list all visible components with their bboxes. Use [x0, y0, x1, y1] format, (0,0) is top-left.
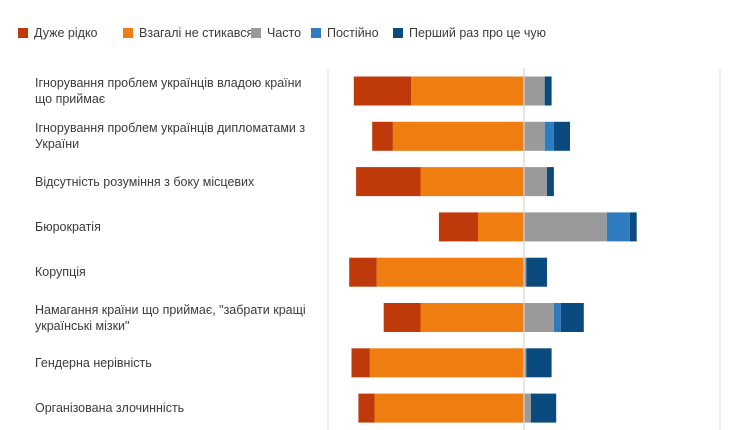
legend-item-2[interactable]: Взагалі не стикався [123, 26, 253, 40]
bar-5-series-2[interactable] [376, 257, 524, 287]
category-labels: Ігнорування проблем українців владою кра… [0, 0, 330, 430]
legend-swatch-4 [311, 28, 321, 38]
bar-4-series-5[interactable] [629, 212, 637, 242]
bar-4-series-1[interactable] [438, 212, 478, 242]
bar-7-series-3[interactable] [524, 348, 527, 378]
bar-6-series-2[interactable] [420, 303, 525, 332]
bar-1-series-1[interactable] [353, 76, 412, 106]
bar-4-series-2[interactable] [478, 212, 524, 242]
legend-label-2: Взагалі не стикався [139, 26, 254, 40]
bar-5-series-3[interactable] [524, 257, 527, 287]
bar-3-series-5[interactable] [547, 167, 554, 197]
bar-6-series-3[interactable] [524, 303, 554, 332]
category-label-4: Бюрократія [35, 219, 101, 234]
bar-3-series-1[interactable] [356, 167, 421, 197]
bar-6-series-4[interactable] [553, 303, 561, 332]
bar-2-series-4[interactable] [544, 121, 554, 151]
bar-1-series-2[interactable] [411, 76, 524, 106]
bar-2-series-1[interactable] [372, 121, 393, 151]
legend-swatch-5 [393, 28, 403, 38]
bar-1-series-5[interactable] [544, 76, 552, 106]
bar-2-series-5[interactable] [553, 121, 570, 151]
bar-7-series-5[interactable] [526, 348, 552, 378]
bar-1-series-3[interactable] [524, 76, 545, 106]
bar-8-series-1[interactable] [358, 393, 375, 423]
bar-3-series-3[interactable] [524, 167, 547, 197]
bar-2-series-2[interactable] [392, 121, 524, 151]
legend-item-3[interactable]: Часто [251, 26, 301, 40]
legend-item-4[interactable]: Постійно [311, 26, 379, 40]
legend-label-3: Часто [267, 26, 302, 40]
bar-5-series-5[interactable] [526, 257, 547, 287]
category-label-1: Ігнорування проблем українців владою кра… [35, 76, 302, 106]
legend-item-1[interactable]: Дуже рідко [18, 26, 98, 40]
bar-7-series-2[interactable] [369, 348, 524, 378]
category-label-6: Намагання країни що приймає, "забрати кр… [35, 302, 306, 333]
bar-3-series-2[interactable] [420, 167, 525, 197]
legend-label-4: Постійно [327, 26, 379, 40]
category-label-8: Організована злочинність [35, 401, 185, 416]
chart-legend: Дуже рідко Взагалі не стикався Часто Постій… [18, 26, 738, 46]
legend-swatch-3 [251, 28, 261, 38]
bar-8-series-5[interactable] [530, 393, 557, 423]
category-label-7: Гендерна нерівність [35, 355, 152, 370]
legend-label-1: Дуже рідко [34, 26, 98, 40]
bar-8-series-3[interactable] [524, 393, 531, 423]
bar-8-series-2[interactable] [374, 393, 525, 423]
legend-label-5: Перший раз про це чую [409, 26, 547, 40]
legend-item-5[interactable]: Перший раз про це чую [393, 26, 546, 40]
bar-2-series-3[interactable] [524, 121, 545, 151]
legend-swatch-1 [18, 28, 28, 38]
bar-6-series-1[interactable] [383, 303, 421, 332]
bar-7-series-1[interactable] [351, 348, 370, 378]
bar-6-series-5[interactable] [560, 303, 584, 332]
category-label-5: Корупція [35, 265, 86, 280]
category-label-2: Ігнорування проблем українців дипломатам… [35, 121, 306, 152]
bar-5-series-1[interactable] [349, 257, 377, 287]
legend-swatch-2 [123, 28, 133, 38]
category-label-3: Відсутність розуміння з боку місцевих [35, 174, 255, 189]
bar-4-series-3[interactable] [524, 212, 607, 242]
bar-4-series-4[interactable] [606, 212, 630, 242]
